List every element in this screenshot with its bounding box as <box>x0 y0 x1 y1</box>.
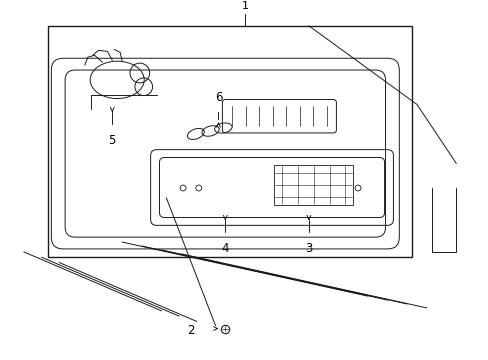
Text: 5: 5 <box>108 134 116 147</box>
Text: 1: 1 <box>241 1 248 11</box>
Bar <box>274 165 352 205</box>
Text: 6: 6 <box>214 91 222 104</box>
Text: 2: 2 <box>187 324 194 337</box>
Bar <box>48 26 411 257</box>
Text: 4: 4 <box>221 242 228 255</box>
Text: 3: 3 <box>305 242 312 255</box>
